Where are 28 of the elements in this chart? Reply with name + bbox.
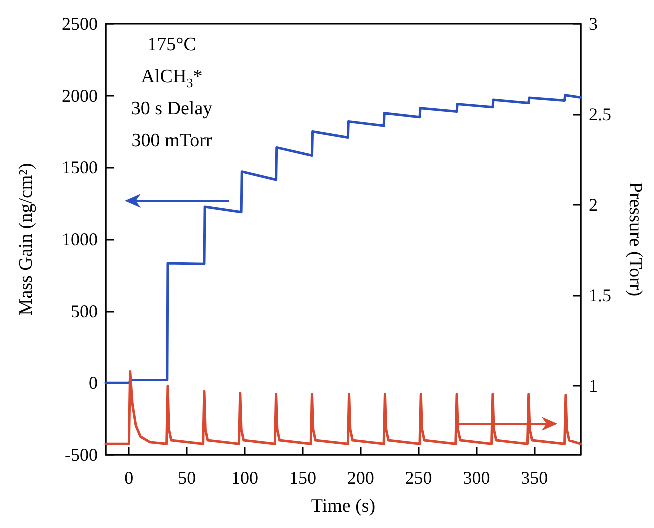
y2-tick-label: 1 (589, 376, 598, 396)
y-tick-label: 0 (89, 373, 98, 394)
x-tick-label: 300 (463, 468, 490, 488)
annotation: 175°C (148, 34, 196, 56)
y-axis-title: Mass Gain (ng/cm²) (16, 163, 37, 316)
y-tick-label: 1500 (62, 158, 98, 178)
line-series (104, 94, 582, 384)
x-tick-label: 150 (289, 468, 316, 488)
y-tick-label: 2500 (62, 14, 98, 34)
y2-tick-label: 2 (589, 195, 598, 216)
x-tick-label: 200 (347, 468, 374, 488)
x-tick-label: 350 (521, 468, 548, 488)
y2-axis-title: Pressure (Torr) (625, 182, 646, 297)
y2-tick-label: 1.5 (589, 286, 612, 306)
line-series (104, 370, 582, 446)
y-tick-label: 2000 (62, 86, 98, 106)
x-tick-label: 100 (232, 468, 259, 488)
x-tick-label: 0 (124, 468, 134, 488)
annotation: 300 mTorr (132, 130, 213, 152)
y-tick-label: -500 (65, 445, 98, 465)
annotation: 30 s Delay (131, 98, 214, 120)
y2-tick-label: 2.5 (589, 104, 612, 125)
y-tick-label: 1000 (62, 230, 98, 250)
x-tick-label: 50 (178, 468, 196, 488)
x-tick-label: 250 (405, 468, 432, 488)
x-axis-title: Time (s) (311, 496, 376, 517)
y2-tick-label: 3 (589, 14, 598, 34)
y-tick-label: 500 (71, 301, 98, 322)
